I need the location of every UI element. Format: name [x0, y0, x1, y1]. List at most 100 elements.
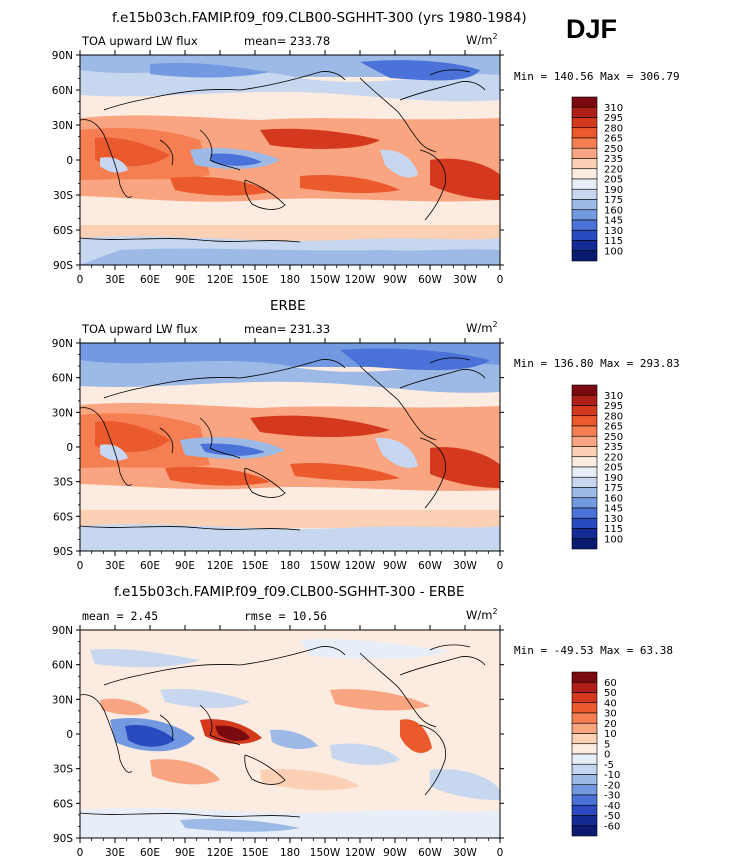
lon-label: 150E	[242, 847, 269, 859]
colorbar-label: 50	[604, 688, 617, 699]
coastlines	[79, 69, 486, 818]
colorbar-swatch	[571, 147, 598, 159]
colorbar-layer: 3102952802652502352202051901751601451301…	[571, 96, 623, 837]
mean-value: mean = 2.45	[82, 609, 159, 623]
colorbar-swatch	[571, 681, 598, 693]
lon-label: 0	[497, 847, 504, 859]
colorbar-swatch	[571, 825, 598, 837]
colorbar-label: -50	[604, 811, 620, 822]
colorbar-swatch	[571, 753, 598, 765]
colorbar-swatch	[571, 250, 598, 262]
lon-label: 150E	[242, 560, 269, 572]
panel-title-model: f.e15b03ch.FAMIP.f09_f09.CLB00-SGHHT-300…	[112, 10, 527, 26]
lon-label: 120W	[345, 560, 376, 572]
colorbar-swatch	[571, 415, 598, 427]
colorbar-label: 30	[604, 709, 617, 720]
colorbar-swatch	[571, 784, 598, 796]
lon-label: 90W	[383, 560, 407, 572]
colorbar-label: 130	[604, 514, 623, 525]
colorbar-swatch	[571, 476, 598, 488]
colorbar-label: 10	[604, 729, 617, 740]
lat-label: 0	[66, 442, 73, 454]
colorbar-label: 5	[604, 739, 610, 750]
colorbar-swatch	[571, 774, 598, 786]
lon-label: 60W	[418, 560, 442, 572]
lon-label: 120E	[207, 847, 234, 859]
lon-label: 60W	[418, 847, 442, 859]
colorbar-label: 175	[604, 483, 623, 494]
lon-label: 90E	[175, 847, 195, 859]
lon-label: 180	[280, 847, 300, 859]
colorbar-label: 220	[604, 164, 623, 175]
lat-label: 90N	[52, 338, 73, 350]
colorbar-swatch	[571, 209, 598, 221]
lat-label: 0	[66, 729, 73, 741]
axes-layer: 90N 60N 30N 0 30S 60S 90S 0 30E 60E 90E 120E 150E 180…	[52, 50, 504, 859]
colorbar-swatch	[571, 794, 598, 806]
rmse-value: rmse = 10.56	[244, 609, 328, 623]
colorbar-swatch	[571, 425, 598, 437]
min-max-readout: Min = 136.80 Max = 293.83	[514, 357, 680, 370]
colorbar-swatch	[571, 219, 598, 231]
colorbar-label: 100	[604, 534, 623, 545]
lon-label: 150W	[310, 274, 341, 286]
colorbar-swatch	[571, 199, 598, 211]
colorbar-label: 190	[604, 473, 623, 484]
lat-label: 30S	[53, 190, 73, 202]
colorbar-swatch	[571, 96, 598, 108]
lon-label: 90E	[175, 274, 195, 286]
colorbar-swatch	[571, 815, 598, 827]
colorbar-swatch	[571, 384, 598, 396]
colorbar-label: 115	[604, 236, 623, 247]
colorbar-swatch	[571, 466, 598, 478]
panel-title-obs: ERBE	[270, 298, 306, 314]
colorbar-label: -30	[604, 791, 620, 802]
lon-label: 30W	[453, 847, 477, 859]
colorbar-swatch	[571, 804, 598, 816]
colorbar-label: 295	[604, 401, 623, 412]
colorbar-swatch	[571, 117, 598, 129]
units-label: W/m2	[466, 607, 498, 622]
colorbar-swatch	[571, 188, 598, 200]
lat-label: 60N	[52, 660, 73, 672]
field-label: TOA upward LW flux	[82, 34, 198, 48]
colorbar-label: 175	[604, 195, 623, 206]
lon-label: 120W	[345, 847, 376, 859]
colorbar-swatch	[571, 507, 598, 519]
lon-label: 60E	[140, 274, 160, 286]
lon-label: 120E	[207, 274, 234, 286]
season-label: DJF	[566, 14, 618, 44]
colorbar-swatch	[571, 405, 598, 417]
colorbar-label: 265	[604, 422, 623, 433]
lat-label: 0	[66, 155, 73, 167]
colorbar-label: 235	[604, 442, 623, 453]
lon-label: 0	[77, 847, 84, 859]
lat-label: 90S	[53, 546, 73, 558]
colorbar-swatch	[571, 671, 598, 683]
lon-label: 180	[280, 560, 300, 572]
colorbar-swatch	[571, 538, 598, 550]
lon-label: 90W	[383, 274, 407, 286]
lat-label: 90N	[52, 625, 73, 637]
lat-label: 90N	[52, 50, 73, 62]
units-label: W/m2	[466, 320, 498, 335]
lat-label: 60N	[52, 85, 73, 97]
colorbar-swatch	[571, 446, 598, 458]
colorbar-label: -40	[604, 801, 620, 812]
lon-label: 90W	[383, 847, 407, 859]
colorbar-label: 205	[604, 463, 623, 474]
colorbar-label: 0	[604, 750, 610, 761]
lon-label: 30E	[105, 560, 125, 572]
colorbar-label: 250	[604, 144, 623, 155]
colorbar-swatch	[571, 517, 598, 529]
colorbar-swatch	[571, 240, 598, 252]
colorbar-swatch	[571, 456, 598, 468]
colorbar-swatch	[571, 487, 598, 499]
colorbar-swatch	[571, 763, 598, 775]
lat-label: 60S	[53, 511, 73, 523]
lat-label: 30N	[52, 694, 73, 706]
lon-label: 90E	[175, 560, 195, 572]
colorbar-swatch	[571, 127, 598, 139]
lon-label: 180	[280, 274, 300, 286]
lon-label: 150W	[310, 560, 341, 572]
